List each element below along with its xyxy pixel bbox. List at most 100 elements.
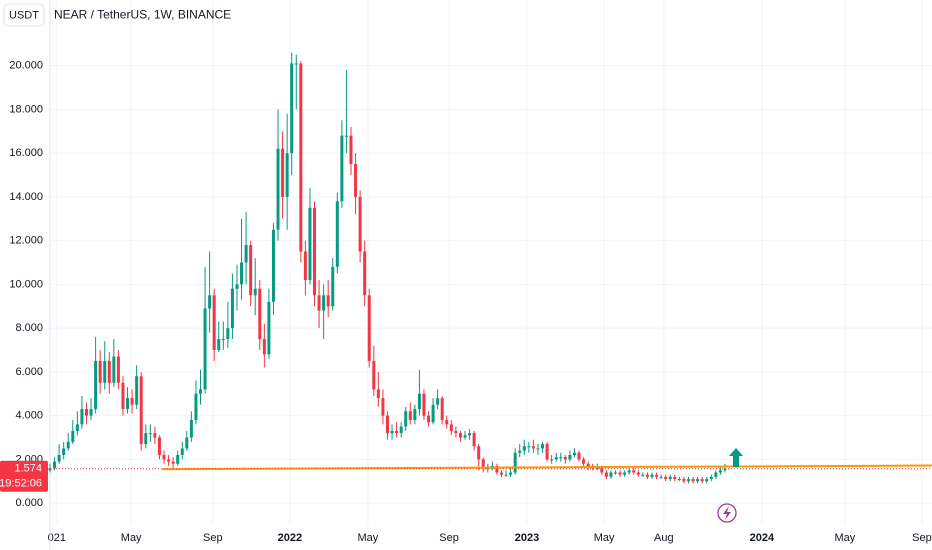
candle-body (545, 444, 549, 460)
candle-body (604, 472, 608, 477)
x-tick-label: Sep (439, 532, 459, 544)
candle-body (427, 415, 431, 423)
candle-body (395, 430, 399, 434)
candle-body (445, 420, 449, 425)
candle-body (217, 339, 221, 350)
candle-body (623, 472, 627, 475)
x-tick-label: May (357, 532, 378, 544)
y-tick-label: 6.000 (15, 366, 43, 378)
candle-body (668, 476, 672, 480)
candle-body (413, 409, 417, 420)
candle-body (157, 437, 161, 455)
candle-body (723, 468, 727, 471)
candle-body (62, 448, 66, 455)
y-tick-label: 14.000 (9, 191, 43, 203)
candle-body (645, 474, 649, 477)
candle-body (705, 479, 709, 482)
candle-body (212, 295, 216, 350)
candle-body (221, 339, 225, 341)
y-tick-label: 18.000 (9, 103, 43, 115)
x-tick-label: May (121, 532, 142, 544)
candle-body (572, 452, 576, 455)
candle-body (463, 435, 467, 438)
candle-body (431, 404, 435, 423)
y-tick-label: 16.000 (9, 147, 43, 159)
candle-body (518, 450, 522, 453)
candle-body (582, 459, 586, 464)
y-tick-label: 20.000 (9, 60, 43, 72)
candle-body (586, 463, 590, 466)
candle-body (536, 448, 540, 450)
candle-body (281, 148, 285, 197)
candle-body (249, 245, 253, 296)
candle-body (176, 455, 180, 464)
candle-body (376, 389, 380, 399)
candle-body (440, 398, 444, 420)
x-tick-label: Sep (912, 532, 932, 544)
candle-body (417, 393, 421, 410)
candle-body (235, 284, 239, 289)
x-tick-label: May (594, 532, 615, 544)
candle-body (103, 360, 107, 383)
candle-body (509, 472, 513, 475)
candle-body (449, 424, 453, 431)
candle-body (686, 479, 690, 482)
lightning-icon[interactable] (717, 503, 737, 523)
candle-body (655, 474, 659, 477)
candle-body (89, 409, 93, 416)
candle-body (436, 398, 440, 405)
candle-body (185, 437, 189, 449)
candle-body (299, 63, 303, 252)
candle-body (303, 251, 307, 280)
candle-body (240, 262, 244, 285)
candle-body (408, 411, 412, 420)
candle-body (107, 360, 111, 383)
x-tick-label: 2024 (750, 532, 775, 544)
candle-body (326, 295, 330, 307)
candle-body (709, 476, 713, 480)
y-tick-label: 0.000 (15, 497, 43, 509)
candle-body (208, 295, 212, 309)
candle-body (390, 430, 394, 434)
candle-body (317, 295, 321, 311)
candle-body (167, 459, 171, 462)
overlays: 1.574 19:52:06 (0, 460, 932, 492)
last-price-box (0, 460, 48, 492)
candle-body (354, 164, 358, 197)
candle-body (66, 441, 70, 449)
candle-body (718, 470, 722, 473)
candle-body (554, 457, 558, 460)
currency-button[interactable] (3, 3, 45, 27)
candle-body (472, 433, 476, 447)
candle-body (641, 474, 645, 476)
candle-body (285, 153, 289, 197)
candle-body (513, 452, 517, 473)
chart-title: NEAR / TetherUS, 1W, BINANCE (54, 8, 231, 22)
x-tick-label: Aug (654, 532, 674, 544)
candle-body (262, 339, 266, 355)
y-tick-label: 8.000 (15, 322, 43, 334)
candle-body (399, 426, 403, 434)
candle-body (404, 411, 408, 427)
candle-body (636, 472, 640, 475)
candle-body (659, 476, 663, 478)
candle-body (80, 409, 84, 425)
candle-body (226, 328, 230, 340)
candle-body (153, 433, 157, 438)
candle-body (495, 465, 499, 473)
candle-body (504, 474, 508, 476)
candle-body (135, 376, 139, 405)
candle-body (171, 461, 175, 464)
candle-body (627, 470, 631, 473)
candle-body (358, 196, 362, 252)
candle-body (57, 455, 61, 462)
candle-body (673, 476, 677, 480)
candle-body (276, 148, 280, 230)
candle-body (595, 468, 599, 470)
candle-body (198, 389, 202, 394)
candle-body (148, 433, 152, 435)
candle-body (632, 470, 636, 473)
candle-body (650, 474, 654, 477)
candle-body (294, 63, 298, 65)
